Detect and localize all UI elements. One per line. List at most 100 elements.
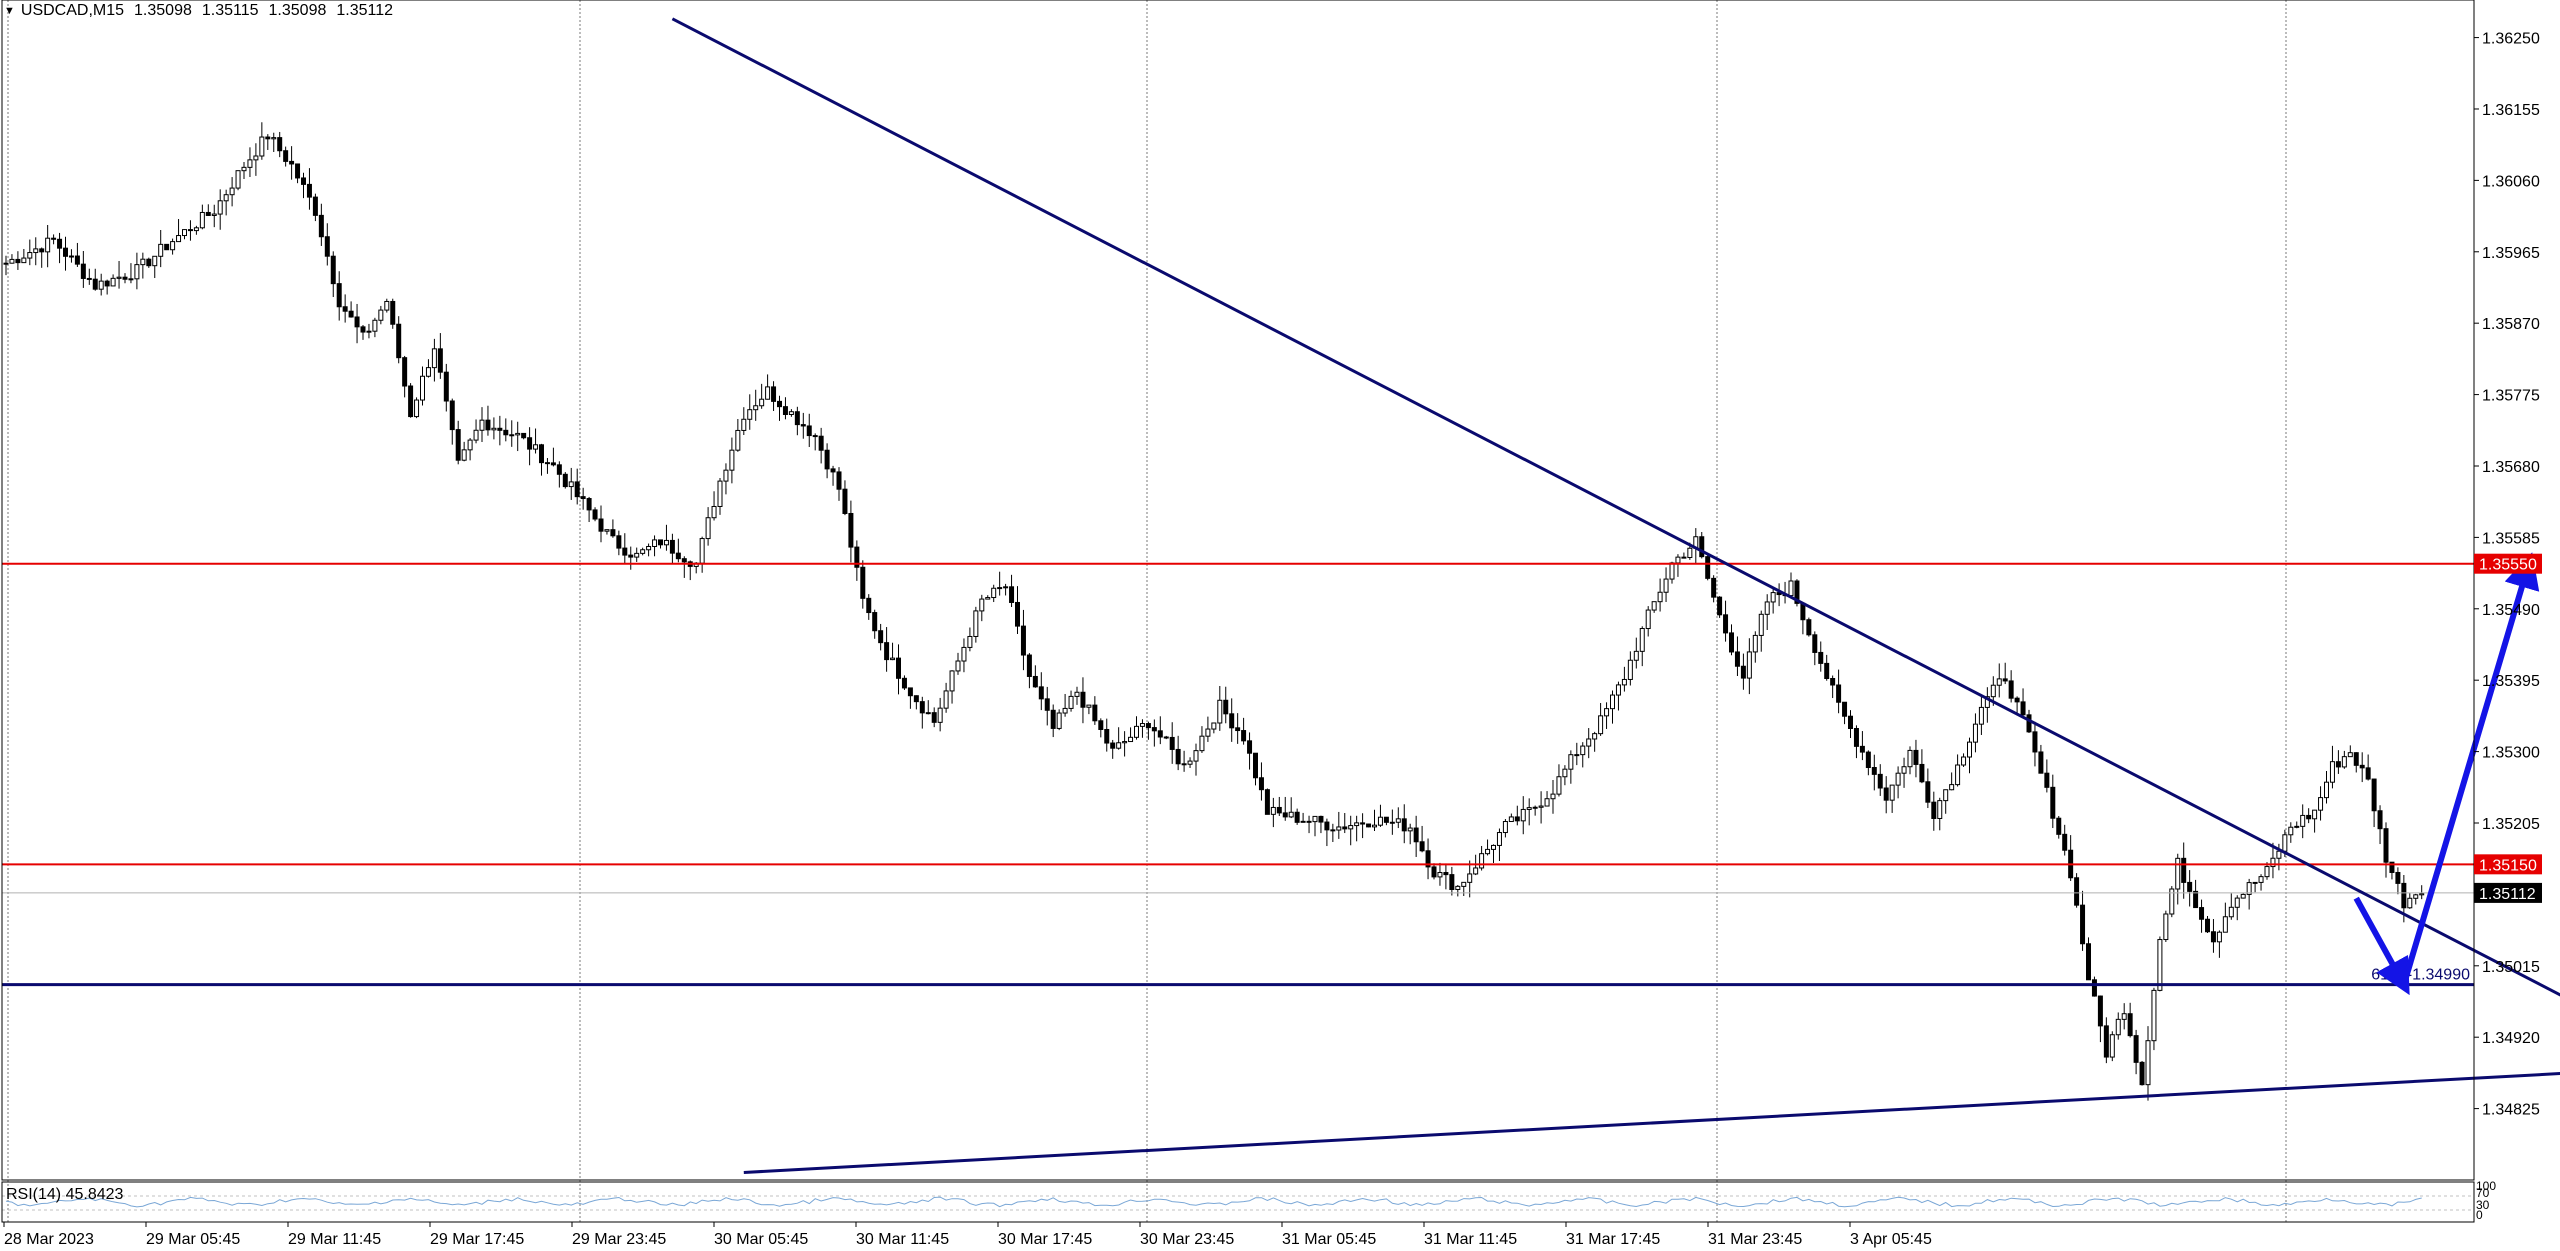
candle-body [1758, 613, 1764, 636]
candle-body [658, 539, 663, 546]
candle-body [2300, 814, 2306, 827]
candle [1389, 809, 1395, 835]
candle [782, 397, 788, 420]
candle [723, 463, 729, 495]
candle-body [890, 657, 896, 661]
candle [2181, 842, 2187, 899]
candle-body [51, 237, 57, 240]
candle [223, 189, 229, 216]
candle-body [1009, 586, 1015, 603]
candle [1139, 719, 1145, 738]
candle-body [193, 227, 199, 232]
candle-body [497, 427, 503, 431]
candle-body [312, 196, 318, 216]
candle-body [1062, 707, 1068, 714]
candle-body [717, 480, 723, 507]
candle-body [437, 348, 443, 373]
candle-body [759, 398, 765, 407]
candle-body [1134, 725, 1139, 738]
candle [2002, 662, 2008, 685]
candle [1514, 805, 1520, 826]
candle [1425, 838, 1431, 880]
candle-body [925, 712, 931, 715]
candle-body [467, 439, 473, 451]
candle [907, 687, 913, 709]
candle-body [2163, 913, 2169, 941]
candle-body [1752, 634, 1758, 653]
candle [1919, 749, 1925, 784]
candle-body [1425, 850, 1431, 868]
candle-body [2312, 809, 2318, 820]
candle [1199, 726, 1205, 753]
candle-body [2324, 781, 2329, 799]
candle [1705, 554, 1711, 581]
candle [1496, 828, 1502, 861]
candle-body [2264, 866, 2270, 878]
candle [277, 131, 283, 158]
candle-body [896, 657, 901, 679]
candle-body [2139, 1061, 2145, 1086]
candle [1568, 750, 1574, 784]
candle [402, 355, 408, 398]
candle-body [598, 518, 604, 532]
candle [2139, 1060, 2145, 1086]
current-price-tag [2474, 882, 2542, 903]
candle-body [527, 437, 533, 450]
candle [2080, 890, 2086, 951]
candle-body [223, 194, 229, 202]
candle [2062, 824, 2068, 856]
candle [2193, 879, 2199, 909]
candle [556, 461, 562, 488]
candle-body [860, 566, 866, 599]
candle-body [1699, 536, 1705, 558]
candle-body [1241, 730, 1247, 742]
candle-body [336, 283, 342, 308]
candle [1407, 823, 1413, 845]
candle [1377, 804, 1383, 827]
candle [354, 303, 360, 344]
candle [2014, 696, 2020, 714]
rsi-pane-frame [1, 1181, 2475, 1223]
candle-body [681, 558, 687, 563]
candle-body [485, 419, 491, 431]
candle [1895, 766, 1901, 799]
trend-lines [671, 17, 2560, 1174]
candle-body [2193, 890, 2199, 909]
candle [1972, 713, 1978, 753]
candle-body [2115, 1018, 2121, 1036]
candle [1074, 686, 1080, 705]
candle [2151, 987, 2157, 1051]
candle [1276, 796, 1282, 816]
candle [759, 383, 765, 409]
candle-body [854, 546, 860, 568]
candle [2109, 1031, 2115, 1062]
candle-body [2246, 882, 2252, 895]
candle [580, 487, 586, 510]
candle-body [2306, 814, 2312, 820]
candle-body [729, 449, 735, 471]
candle [57, 232, 63, 264]
candle-body [824, 449, 830, 470]
candle-body [1139, 723, 1145, 727]
candle-body [1669, 562, 1675, 580]
candle [1401, 804, 1407, 844]
candle [68, 249, 74, 263]
candle [2216, 930, 2222, 958]
candle [681, 556, 687, 578]
candle [15, 251, 21, 270]
candle [1098, 718, 1104, 738]
candle-body [539, 444, 544, 464]
candle [1651, 601, 1657, 613]
triangle-down-icon[interactable]: ▼ [4, 5, 15, 17]
candle [955, 652, 961, 675]
candle-body [2038, 751, 2044, 774]
candle-body [1913, 749, 1919, 765]
rsi-scale-label: 100 [2476, 1179, 2496, 1193]
candle [533, 428, 539, 454]
candle-body [1800, 602, 1806, 621]
candle-body [86, 277, 92, 280]
candle-body [1705, 556, 1711, 579]
x-tick-label: 31 Mar 17:45 [1566, 1231, 1660, 1248]
candle [1967, 737, 1972, 774]
